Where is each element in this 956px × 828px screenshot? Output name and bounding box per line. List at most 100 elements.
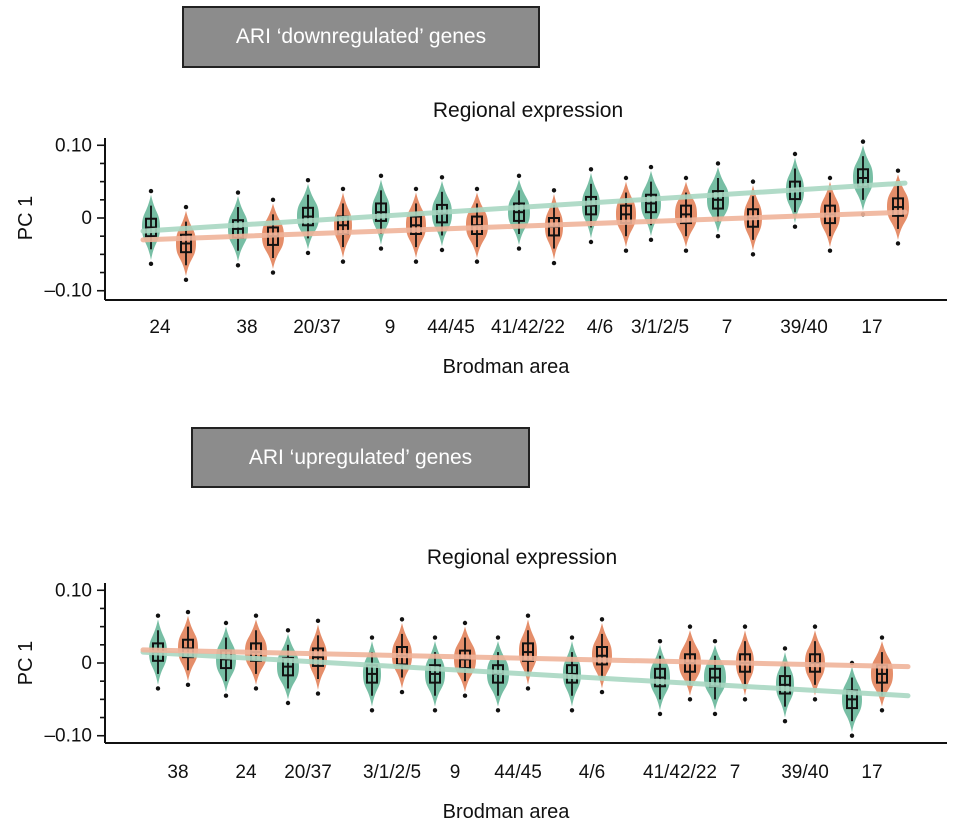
chart2-violin-green-outlier xyxy=(432,635,438,640)
chart2-violin-orange-outlier xyxy=(185,682,191,688)
chart2-violin-orange-outlier xyxy=(525,613,531,618)
chart2-violin-green-outlier xyxy=(495,708,501,713)
chart1-violin-orange-outlier xyxy=(474,259,480,264)
chart2-violin-orange-outlier xyxy=(599,689,605,695)
chart2-xtick-label: 9 xyxy=(450,762,461,783)
chart2-xtick-label: 3/1/2/5 xyxy=(363,762,421,783)
chart2-violin-orange-outlier xyxy=(399,617,405,622)
chart1-violin-green-outlier xyxy=(648,237,654,243)
chart1-xtick-label: 44/45 xyxy=(427,317,475,338)
chart2-violin-orange-outlier xyxy=(399,689,405,695)
chart2-xtick-label: 4/6 xyxy=(579,762,605,783)
chart2-xlabel: Brodman area xyxy=(443,801,571,823)
chart2-violin-green-outlier xyxy=(569,708,575,713)
chart2-violin-green-outlier xyxy=(495,635,501,640)
chart2-violin-green-outlier xyxy=(285,700,291,706)
chart2-violin-green-outlier xyxy=(285,628,291,633)
chart2-xtick-label: 20/37 xyxy=(284,762,332,783)
chart1-violin-green-outlier xyxy=(378,246,384,251)
chart2-ytick-label: 0.10 xyxy=(55,580,92,601)
chart1-ytick-label: –0.10 xyxy=(44,281,92,302)
chart2-trend-green xyxy=(140,649,911,699)
chart1-violin-orange-outlier xyxy=(683,175,689,181)
chart2-xtick-label: 44/45 xyxy=(494,762,542,783)
chart1-violin-orange-outlier xyxy=(270,270,276,275)
chart1-violin-green-outlier xyxy=(860,139,866,144)
chart1-trend-orange xyxy=(140,209,908,243)
chart1-xtick-label: 41/42/22 xyxy=(491,317,565,338)
chart1-violin-green-outlier xyxy=(235,263,241,268)
chart2-xtick-label: 24 xyxy=(235,762,257,783)
chart2-violin-green-outlier xyxy=(223,620,229,626)
chart1-xtick-label: 24 xyxy=(149,317,171,338)
chart2-xtick-label: 38 xyxy=(167,762,188,783)
chart1-xtick-label: 3/1/2/5 xyxy=(631,317,689,338)
chart1-violin-orange-outlier xyxy=(270,197,276,203)
chart1-title: Regional expression xyxy=(433,99,623,122)
chart2-violin-orange-outlier xyxy=(742,697,748,702)
chart2-title: Regional expression xyxy=(427,546,617,569)
chart2-xtick-label: 39/40 xyxy=(781,762,829,783)
chart1-violin-green-outlier xyxy=(439,247,445,253)
chart1-violin-green-outlier xyxy=(439,175,445,180)
chart2-violin-orange-outlier xyxy=(315,691,321,696)
chart1-violin-orange-outlier xyxy=(750,179,756,184)
chart2-violin-orange-outlier xyxy=(253,613,259,618)
chart2-violin-orange-outlier xyxy=(315,618,321,624)
chart1-violin-orange-outlier xyxy=(827,175,833,181)
chart2-violin-green-outlier xyxy=(782,646,788,651)
chart2-xtick-label: 17 xyxy=(861,762,882,783)
chart2-violin-green-outlier xyxy=(657,638,663,644)
chart2-violin-orange-outlier xyxy=(879,708,885,713)
chart1-violin-green-outlier xyxy=(148,188,154,194)
chart1-violin-green-outlier xyxy=(305,250,311,256)
chart1-xtick-label: 17 xyxy=(861,317,882,338)
chart1-violin-green-outlier xyxy=(648,164,654,170)
chart2-violin-green-outlier xyxy=(782,718,788,724)
chart1-violin-orange-outlier xyxy=(413,186,419,192)
chart1-violin-green-outlier xyxy=(715,233,721,239)
chart1-violin-orange-outlier xyxy=(623,248,629,253)
chart2-violin-orange-outlier xyxy=(599,617,605,622)
chart2-violin-green-outlier xyxy=(849,733,855,738)
chart1-violin-orange-outlier xyxy=(413,259,419,264)
chart2-violin-green-outlier xyxy=(223,693,229,698)
chart1-violin-orange-outlier xyxy=(750,252,756,257)
chart1-violin-green-outlier xyxy=(516,173,522,179)
chart1-ylabel: PC 1 xyxy=(15,196,37,240)
chart1-violin-orange-outlier xyxy=(623,175,629,181)
chart2-xtick-label: 7 xyxy=(730,762,741,783)
chart2-violin-green-outlier xyxy=(155,613,161,618)
chart1-violin-orange-outlier xyxy=(340,259,346,264)
chart2-violin-orange-outlier xyxy=(185,609,191,615)
chart2-violin-green-outlier xyxy=(712,711,718,717)
chart1-violin-orange-outlier xyxy=(895,241,901,246)
panel-label-downregulated: ARI ‘downregulated’ genes xyxy=(182,6,540,68)
chart2-violin-orange-outlier xyxy=(812,697,818,702)
chart1-xtick-label: 9 xyxy=(385,317,396,338)
chart1-trend-green xyxy=(140,180,908,234)
chart2-violin-green-outlier xyxy=(712,638,718,644)
panel-label-upregulated: ARI ‘upregulated’ genes xyxy=(191,427,530,488)
chart1-xtick-label: 20/37 xyxy=(293,317,341,338)
chart2-violin-green-outlier xyxy=(155,686,161,691)
chart1-violin-orange-outlier xyxy=(474,186,480,192)
chart1-violin-green-outlier xyxy=(148,261,154,267)
chart1-xtick-label: 7 xyxy=(722,317,733,338)
chart1-violin-green-outlier xyxy=(588,239,594,245)
chart1-violin-green-outlier xyxy=(235,190,241,195)
chart2-violin-orange-outlier xyxy=(687,624,693,629)
chart1-violin-orange-outlier xyxy=(183,204,189,210)
chart2-violin-green-outlier xyxy=(569,635,575,640)
chart1-xlabel: Brodman area xyxy=(443,356,571,378)
chart1-violin-green-outlier xyxy=(792,151,798,157)
chart2-violin-green-outlier xyxy=(432,708,438,713)
chart2-violin-green-outlier xyxy=(369,635,375,640)
chart2-ytick-label: –0.10 xyxy=(44,726,92,747)
chart1-violin-green-outlier xyxy=(588,167,594,172)
chart2-violin-orange-outlier xyxy=(742,624,748,629)
chart2-ylabel: PC 1 xyxy=(15,641,37,685)
chart1-ytick-label: 0 xyxy=(81,208,92,229)
chart1-violin-green-outlier xyxy=(516,246,522,251)
